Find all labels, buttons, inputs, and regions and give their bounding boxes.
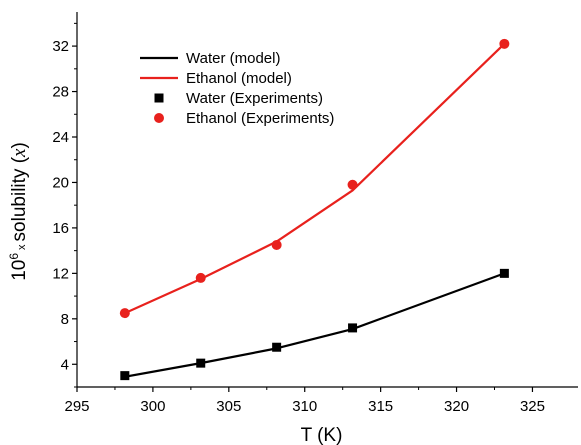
y-tick-label: 8 xyxy=(61,311,69,328)
plot-area xyxy=(119,38,510,381)
water-experiment-point xyxy=(499,268,509,278)
legend-label: Ethanol (model) xyxy=(186,70,292,87)
x-tick-label: 295 xyxy=(64,398,89,415)
ethanol-experiment-point xyxy=(195,272,206,283)
series-line-1 xyxy=(124,43,506,315)
ethanol-experiment-point xyxy=(119,308,130,319)
legend-swatch-square xyxy=(154,93,164,103)
water-experiment-point xyxy=(196,358,206,368)
y-tick-label: 32 xyxy=(52,38,69,55)
water-experiment-point xyxy=(348,323,358,333)
ethanol-experiment-point xyxy=(499,38,510,49)
water-experiment-point xyxy=(120,371,130,381)
y-axis-title-symbol: x xyxy=(9,148,30,158)
x-tick-label: 300 xyxy=(140,398,165,415)
y-tick-label: 28 xyxy=(52,84,69,101)
y-tick-label: 16 xyxy=(52,220,69,237)
x-axis-title: T (K) xyxy=(301,425,343,445)
y-axis-title-main: solubility ( xyxy=(9,156,30,241)
ethanol-experiment-point xyxy=(271,239,282,250)
legend-label: Water (Experiments) xyxy=(186,90,323,107)
x-tick-label: 305 xyxy=(216,398,241,415)
ethanol-experiment-point xyxy=(347,179,358,190)
legend: Water (model) Ethanol (model) Water (Exper… xyxy=(140,50,334,127)
legend-label: Ethanol (Experiments) xyxy=(186,110,334,127)
x-tick-label: 315 xyxy=(368,398,393,415)
y-tick-label: 4 xyxy=(61,356,69,373)
legend-swatch-circle xyxy=(154,113,164,123)
y-axis-title-suffix: ) xyxy=(9,142,30,148)
water-experiment-point xyxy=(272,342,282,352)
y-tick-label: 20 xyxy=(52,174,69,191)
axes: 295 300 305 310 315 320 325 4 8 12 16 20 24 28 32 xyxy=(52,12,578,415)
x-tick-label: 325 xyxy=(520,398,545,415)
y-axis-title-exponent: 6 xyxy=(7,253,21,260)
y-axis-title: 106xsolubility (x) xyxy=(7,142,30,281)
series-line-0 xyxy=(124,272,505,378)
x-tick-label: 320 xyxy=(444,398,469,415)
y-tick-label: 24 xyxy=(52,129,69,146)
y-axis-title-prefix: 10 xyxy=(9,260,30,281)
legend-label: Water (model) xyxy=(186,50,280,67)
y-axis-title-times: x xyxy=(16,244,28,250)
x-tick-label: 310 xyxy=(292,398,317,415)
y-tick-label: 12 xyxy=(52,265,69,282)
